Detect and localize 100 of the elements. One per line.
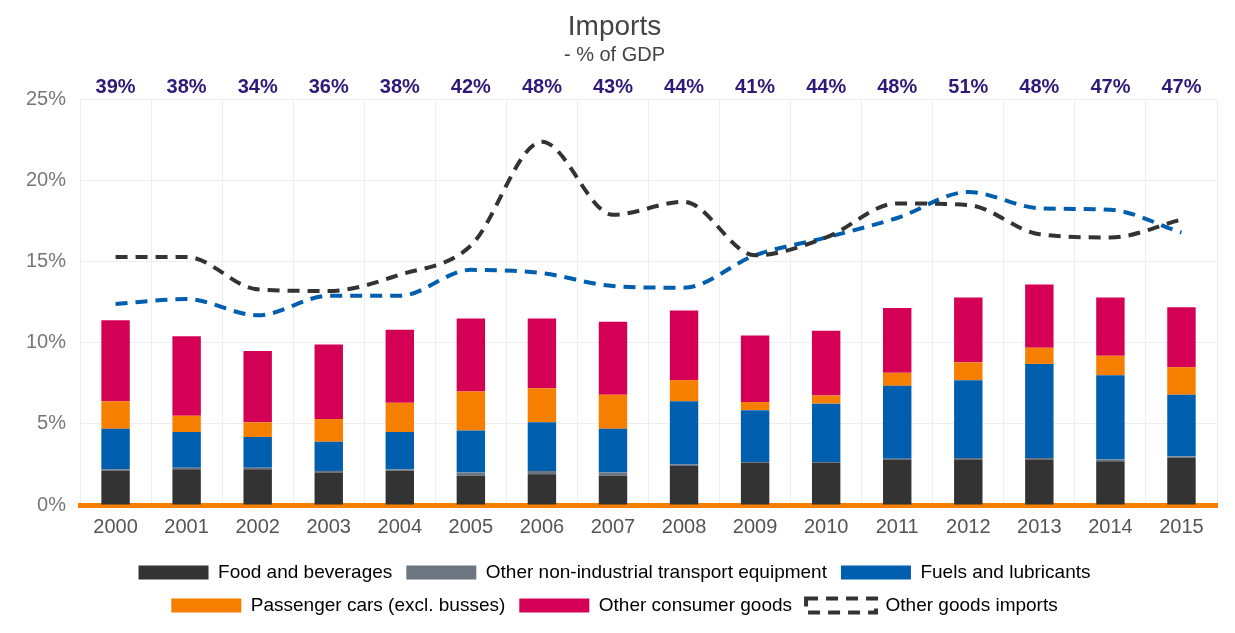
bar	[669, 310, 699, 381]
bar	[740, 402, 770, 411]
bar	[527, 388, 557, 423]
legend-label: Other non-industrial transport equipment	[485, 560, 828, 582]
bar	[883, 307, 912, 373]
bar	[811, 330, 841, 396]
bar	[243, 469, 272, 505]
bar	[385, 470, 415, 505]
bar	[456, 391, 486, 431]
text: 48%	[521, 75, 563, 98]
bar	[172, 336, 201, 416]
bar	[1025, 284, 1054, 348]
bar	[385, 329, 415, 403]
bar	[314, 441, 343, 471]
bar	[811, 462, 841, 505]
x-tick-label: 2014	[1088, 514, 1133, 537]
legend-label: Fuels and lubricants	[920, 560, 1091, 582]
bar	[456, 475, 486, 505]
chart-title: Imports	[567, 9, 662, 41]
text: 48%	[877, 75, 918, 98]
text: 51%	[948, 75, 989, 98]
bar	[1025, 347, 1054, 364]
legend-label: Other consumer goods	[598, 593, 793, 615]
bar	[1167, 367, 1196, 395]
x-tick-label: 2015	[1159, 514, 1204, 537]
x-tick-label: 2002	[235, 514, 280, 537]
line-series	[113, 190, 1184, 318]
y-tick-label: 15%	[26, 249, 67, 272]
bar	[527, 474, 557, 505]
bar	[527, 422, 557, 471]
text: 34%	[237, 75, 278, 98]
bar	[1167, 307, 1196, 368]
bar	[954, 362, 983, 381]
bar	[172, 469, 201, 505]
y-tick-label: 10%	[26, 330, 67, 353]
bar	[1025, 459, 1054, 505]
bar	[669, 466, 699, 505]
text: 44%	[806, 75, 847, 98]
bar	[740, 335, 770, 403]
text: 43%	[592, 75, 634, 98]
x-tick-label: 2010	[803, 514, 849, 537]
bar	[314, 344, 343, 420]
bar	[954, 459, 983, 505]
bar	[243, 422, 272, 437]
text: 38%	[166, 75, 207, 98]
x-tick-label: 2013	[1017, 514, 1062, 537]
legend-label: Passenger cars (excl. busses)	[250, 593, 506, 615]
x-tick-label: 2012	[946, 514, 991, 537]
bar	[598, 321, 628, 395]
bar	[101, 401, 130, 429]
y-tick-label: 5%	[37, 411, 67, 434]
legend-label: Food and beverages	[218, 560, 393, 582]
y-tick-label: 25%	[26, 87, 67, 110]
x-tick-label: 2009	[732, 514, 778, 537]
bar	[1096, 461, 1125, 505]
text: 38%	[379, 75, 421, 98]
bar	[1167, 457, 1196, 505]
text: 42%	[450, 75, 492, 98]
bar	[598, 472, 628, 476]
bar	[883, 459, 912, 505]
y-tick-label: 20%	[26, 168, 67, 191]
x-tick-label: 2011	[875, 514, 919, 537]
y-tick-label: 0%	[37, 492, 67, 515]
bar	[1167, 394, 1196, 457]
bar	[314, 419, 343, 442]
text: 41%	[735, 75, 776, 98]
bar	[243, 350, 272, 423]
bar	[1025, 363, 1054, 458]
chart-subtitle: - % of GDP	[563, 43, 666, 66]
bar	[172, 432, 201, 468]
bar	[527, 470, 557, 475]
bar	[456, 318, 486, 392]
x-tick-label: 2006	[519, 514, 565, 537]
x-tick-label: 2001	[164, 514, 209, 537]
x-tick-label: 2005	[448, 514, 494, 537]
x-tick-label: 2004	[377, 514, 423, 537]
text: 47%	[1090, 75, 1131, 98]
bar	[883, 385, 912, 459]
bar	[1096, 375, 1125, 460]
x-tick-label: 2008	[661, 514, 707, 537]
bar	[172, 415, 201, 433]
bar	[669, 401, 699, 465]
bar	[811, 403, 841, 463]
bar	[385, 432, 415, 470]
bar	[883, 372, 912, 386]
bar	[527, 318, 557, 389]
bar	[314, 472, 343, 505]
bar	[1096, 297, 1125, 356]
bar	[598, 475, 628, 505]
bar	[954, 297, 983, 363]
bar	[954, 380, 983, 458]
x-tick-label: 2007	[590, 514, 636, 537]
text: 48%	[1019, 75, 1060, 98]
bar	[811, 395, 841, 404]
bar	[740, 462, 770, 505]
x-tick-label: 2003	[306, 514, 351, 537]
bar	[456, 472, 486, 476]
bar	[598, 394, 628, 429]
text: 47%	[1161, 75, 1202, 98]
bar	[456, 430, 486, 473]
